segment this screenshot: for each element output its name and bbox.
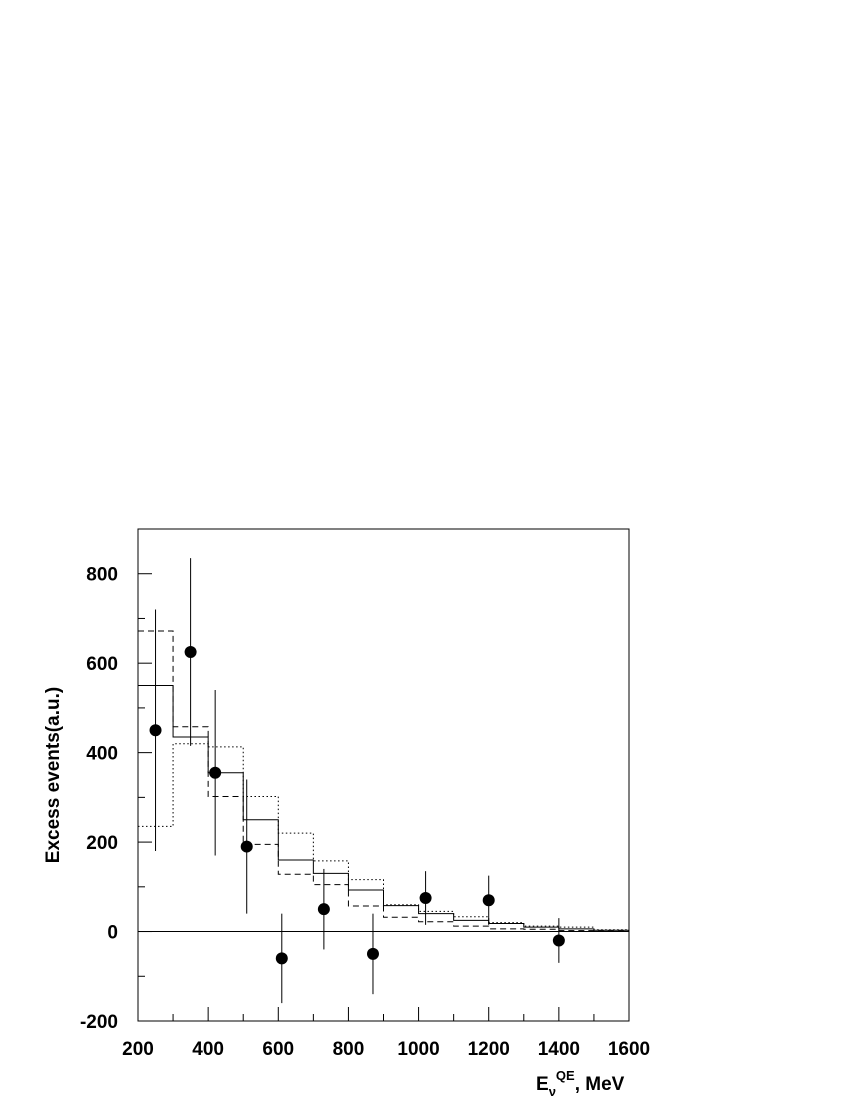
y-tick-label: -200 [80,1012,118,1033]
data-point [209,766,222,779]
x-tick-label: 400 [192,1039,224,1060]
y-tick-label: 600 [86,654,118,675]
x-axis-title: EνQE, MeV [536,1068,625,1099]
x-tick-label: 200 [122,1039,154,1060]
data-point [552,934,565,947]
data-points [149,558,565,1004]
data-point [149,724,162,737]
x-tick-labels: 200 400 600 800 1000 1200 1400 1600 [122,1039,650,1060]
histogram-dashed [138,630,629,932]
x-axis-title-sub: ν [549,1084,556,1099]
x-tick-label: 1600 [608,1039,650,1060]
axis-ticks [137,528,630,1022]
x-axis-title-base: E [536,1074,549,1095]
x-axis-title-sup: QE [556,1068,575,1083]
data-point [366,947,379,960]
data-point [240,840,253,853]
data-point [482,894,495,907]
data-point [317,903,330,916]
data-point [184,646,197,658]
x-tick-label: 1200 [468,1039,510,1060]
x-tick-label: 1000 [397,1039,439,1060]
y-tick-label: 800 [86,565,118,586]
y-tick-label: 0 [107,923,118,944]
y-tick-label: 200 [86,833,118,854]
histogram-solid [138,685,629,931]
x-axis-title-suffix: , MeV [575,1074,625,1095]
x-tick-label: 600 [262,1039,294,1060]
y-tick-label: 400 [86,744,118,765]
x-tick-label: 800 [333,1039,365,1060]
histograms [138,630,629,932]
data-point [275,952,288,965]
histogram-dotted [138,743,629,931]
x-tick-label: 1400 [538,1039,580,1060]
y-axis-title: Excess events(a.u.) [43,687,64,863]
data-point [419,892,432,904]
y-tick-labels: -200 0 200 400 600 800 [80,565,118,1033]
